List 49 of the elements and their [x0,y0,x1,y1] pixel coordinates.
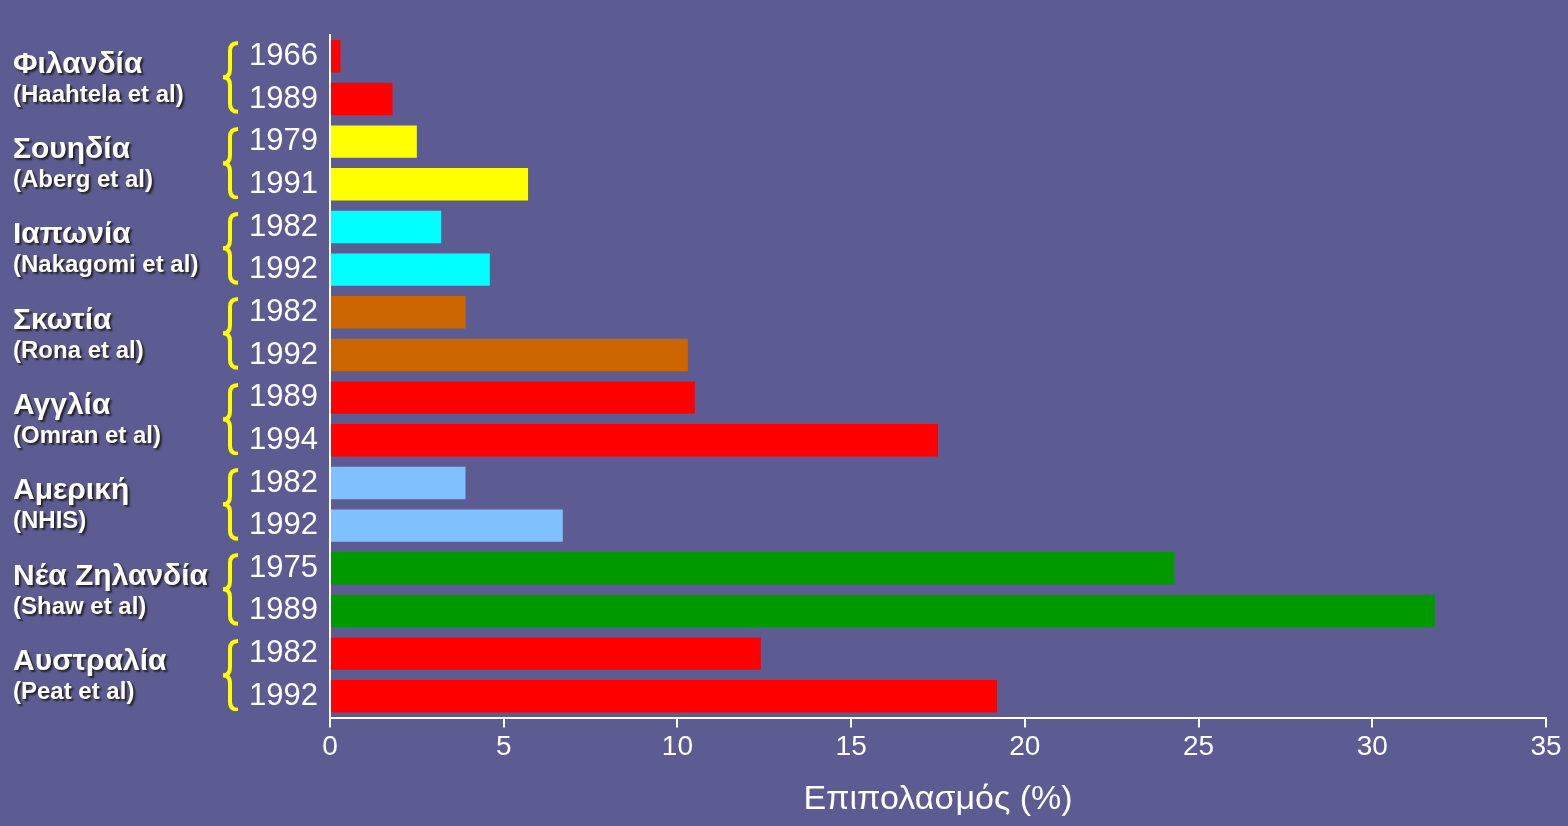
y-tick-label: 1992 [249,335,318,371]
x-axis-title: Επιπολασμός (%) [803,777,1073,816]
y-tick-label: 1992 [249,250,318,286]
text: Αμερική (NHIS) [13,472,130,535]
bar [331,424,938,457]
x-tick-label: 10 [661,730,694,762]
y-tick-label: 1994 [249,420,318,456]
bar [331,210,442,244]
bar [331,509,563,542]
y-tick-label: 1991 [249,164,318,200]
x-tick-label: 0 [322,730,338,762]
y-tick-label: 1982 [249,207,318,243]
x-tick-label: 20 [1009,730,1041,762]
text: Σουηδία (Aberg et al) [13,130,154,193]
text: Φιλανδία (Haahtela et al) [13,45,184,108]
bar [331,296,466,329]
bar [331,125,417,158]
y-tick-label: 1982 [249,292,318,328]
bar [331,466,466,500]
bar [331,680,998,713]
x-tick-label: 25 [1182,730,1215,762]
y-tick-label: 1975 [249,548,318,584]
bar [331,594,1435,628]
text: Ιαπωνία (Nakagomi et al) [13,216,199,279]
bar [331,82,393,116]
y-tick-label: 1989 [249,378,318,414]
x-tick-label: 30 [1356,730,1388,762]
y-tick-label: 1992 [249,506,318,542]
x-tick-label: 35 [1530,730,1562,762]
y-tick-label: 1989 [249,79,318,115]
y-tick-label: 1966 [249,36,318,72]
x-tick-label: 5 [495,730,512,762]
bar [331,40,341,73]
bar [331,381,695,414]
text: Αγγλία (Omran et al) [13,386,162,449]
bar [331,637,761,670]
bar [331,552,1175,585]
y-tick-label: 1992 [249,676,318,712]
y-tick-label: 1979 [249,122,318,158]
y-tick-label: 1989 [249,591,318,627]
bar [331,168,529,201]
y-tick-label: 1982 [249,463,318,499]
bar [331,253,490,286]
text: Σκωτία (Rona et al) [13,301,144,364]
y-tick-label: 1982 [249,634,318,670]
x-tick-label: 15 [835,730,867,762]
bar [331,338,688,372]
text: Νέα Ζηλανδία (Shaw et al) [13,557,209,620]
text: Αυστραλία (Peat et al) [13,642,167,705]
